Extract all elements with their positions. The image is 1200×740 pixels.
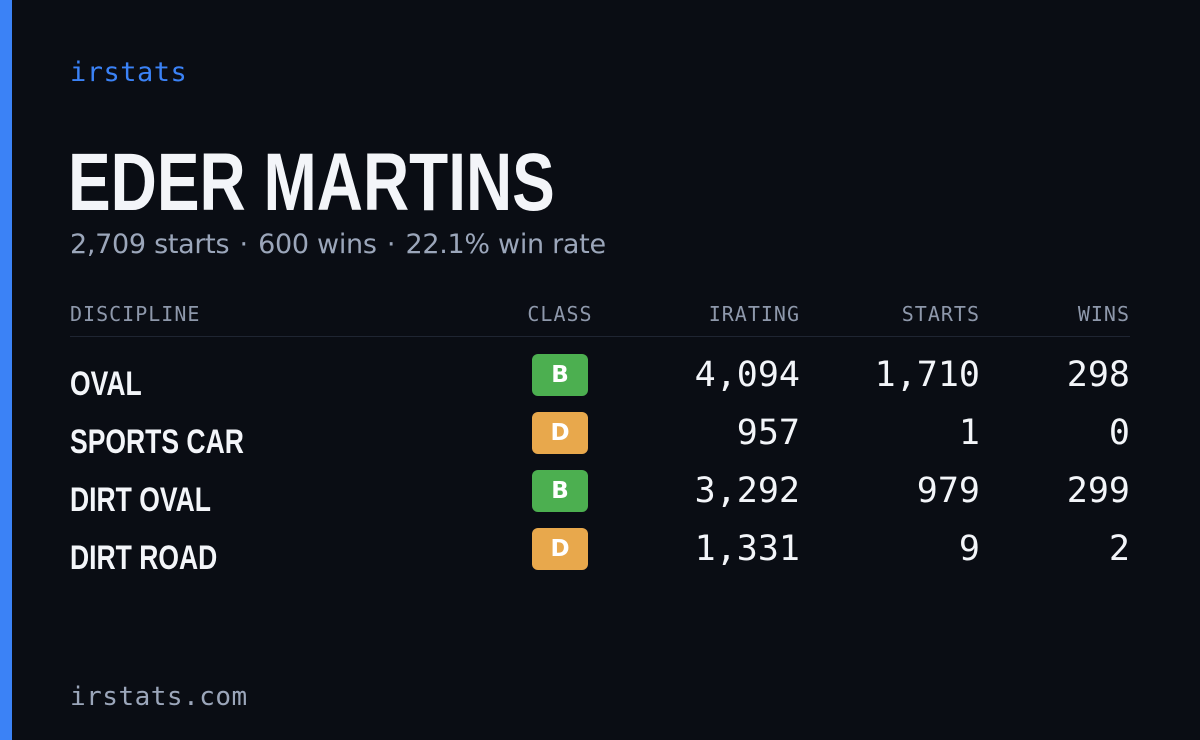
class-badge: D bbox=[532, 528, 588, 570]
table-row: DIRT OVAL B 3,292 979 299 bbox=[70, 466, 1130, 524]
irating-value: 1,331 bbox=[694, 529, 800, 569]
discipline-name: DIRT ROAD bbox=[70, 539, 218, 577]
irating-value: 957 bbox=[736, 413, 800, 453]
class-badge: D bbox=[532, 412, 588, 454]
irating-value: 3,292 bbox=[694, 471, 800, 511]
stats-table-header: DISCIPLINE CLASS IRATING STARTS WINS bbox=[70, 300, 1130, 337]
driver-name: EDER MARTINS bbox=[68, 137, 555, 228]
discipline-name: OVAL bbox=[70, 365, 142, 403]
column-header-discipline: DISCIPLINE bbox=[70, 302, 201, 326]
brand-logo-text[interactable]: irstats bbox=[70, 57, 188, 88]
discipline-name: SPORTS CAR bbox=[70, 423, 244, 461]
column-header-class: CLASS bbox=[527, 302, 593, 326]
accent-bar bbox=[0, 0, 12, 740]
summary-separator: · bbox=[386, 229, 396, 260]
wins-value: 298 bbox=[1066, 355, 1130, 395]
stats-table-body: OVAL B 4,094 1,710 298 SPORTS CAR D 957 … bbox=[70, 350, 1130, 582]
starts-value: 9 bbox=[958, 529, 980, 569]
irating-value: 4,094 bbox=[694, 355, 800, 395]
column-header-wins: WINS bbox=[1077, 302, 1130, 326]
site-url[interactable]: irstats.com bbox=[70, 682, 248, 712]
table-row: OVAL B 4,094 1,710 298 bbox=[70, 350, 1130, 408]
wins-value: 2 bbox=[1108, 529, 1130, 569]
wins-value: 299 bbox=[1066, 471, 1130, 511]
discipline-name: DIRT OVAL bbox=[70, 481, 211, 519]
starts-value: 1 bbox=[958, 413, 980, 453]
win-rate: 22.1% win rate bbox=[405, 229, 607, 260]
starts-value: 1,710 bbox=[874, 355, 980, 395]
table-row: SPORTS CAR D 957 1 0 bbox=[70, 408, 1130, 466]
starts-value: 979 bbox=[916, 471, 980, 511]
class-badge: B bbox=[532, 354, 588, 396]
class-badge: B bbox=[532, 470, 588, 512]
column-header-irating: IRATING bbox=[708, 302, 800, 326]
table-row: DIRT ROAD D 1,331 9 2 bbox=[70, 524, 1130, 582]
summary-separator: · bbox=[239, 229, 249, 260]
wins-value: 0 bbox=[1108, 413, 1130, 453]
total-wins: 600 wins bbox=[258, 229, 377, 260]
driver-summary: 2,709 starts · 600 wins · 22.1% win rate bbox=[70, 227, 606, 263]
column-header-starts: STARTS bbox=[901, 302, 980, 326]
total-starts: 2,709 starts bbox=[70, 229, 230, 260]
